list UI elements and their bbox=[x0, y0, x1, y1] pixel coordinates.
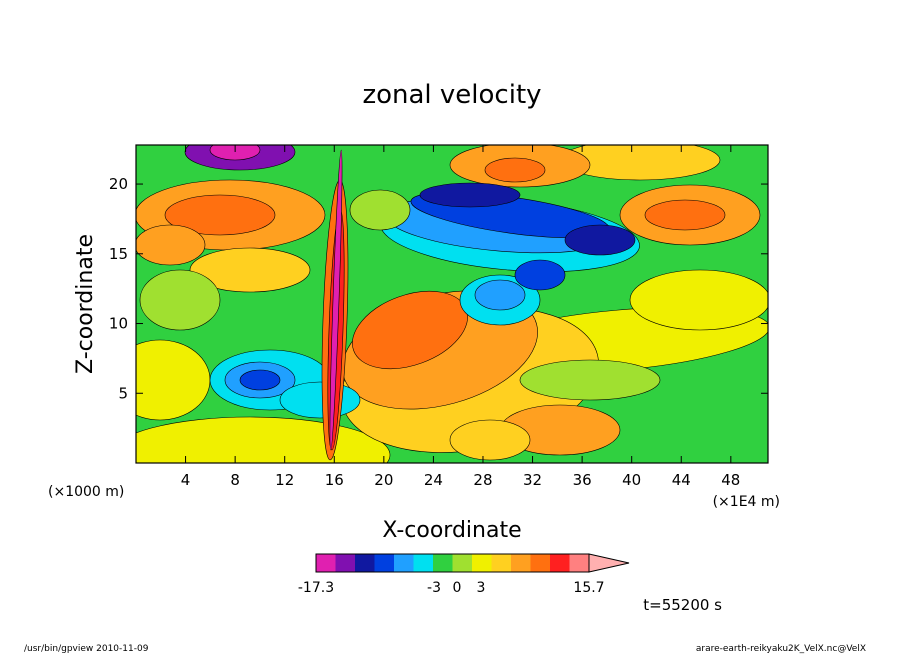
field-contour bbox=[474, 279, 526, 311]
plot-frame bbox=[135, 144, 769, 464]
y-axis-label: Z-coordinate bbox=[73, 234, 98, 374]
field-contour bbox=[189, 247, 311, 293]
y-tick-label: 20 bbox=[109, 175, 128, 193]
x-tick-label: 24 bbox=[424, 471, 443, 489]
field-contour bbox=[329, 149, 343, 451]
colorbar-mid-labels: -3 0 3 bbox=[427, 580, 485, 596]
colorbar-swatch bbox=[316, 554, 336, 572]
field-contour bbox=[519, 359, 661, 401]
colorbar-min-label: -17.3 bbox=[298, 580, 334, 596]
field-contour bbox=[209, 145, 261, 161]
field-contour bbox=[279, 381, 361, 419]
field-contour bbox=[139, 269, 221, 331]
colorbar-swatch bbox=[374, 554, 395, 572]
colorbar-swatch bbox=[433, 554, 453, 572]
colorbar-extend-arrow bbox=[588, 553, 630, 573]
field-contour bbox=[644, 199, 726, 231]
footer-right: arare-earth-reikyaku2K_VelX.nc@VelX bbox=[696, 644, 866, 654]
x-unit-left: (×1000 m) bbox=[48, 484, 124, 500]
field-contour bbox=[564, 224, 636, 256]
chart-title: zonal velocity bbox=[362, 80, 541, 110]
colorbar-max-label: 15.7 bbox=[573, 580, 604, 596]
colorbar-mid-label: 3 bbox=[477, 580, 486, 596]
field-contour bbox=[514, 259, 566, 291]
field-contour bbox=[136, 224, 206, 266]
x-axis-label: X-coordinate bbox=[382, 518, 521, 543]
x-axis-ticks: 4 8 12 16 20 24 28 32 36 40 44 48 bbox=[181, 145, 740, 489]
colorbar-mid-label: -3 bbox=[427, 580, 441, 596]
x-tick-label: 28 bbox=[473, 471, 492, 489]
y-axis-ticks: 5 10 15 20 bbox=[109, 175, 768, 402]
colorbar-swatch bbox=[511, 554, 531, 572]
y-tick-label: 10 bbox=[109, 315, 128, 333]
x-tick-label: 48 bbox=[721, 471, 740, 489]
x-tick-label: 16 bbox=[325, 471, 344, 489]
x-tick-label: 32 bbox=[523, 471, 542, 489]
field-contour bbox=[136, 339, 211, 421]
colorbar-mid-label: 0 bbox=[453, 580, 462, 596]
colorbar bbox=[315, 553, 630, 573]
field-contour bbox=[164, 194, 276, 236]
x-tick-label: 44 bbox=[672, 471, 691, 489]
time-label: t=55200 s bbox=[643, 596, 722, 614]
field-contour bbox=[484, 157, 546, 183]
field-contour bbox=[449, 419, 531, 461]
x-tick-label: 20 bbox=[374, 471, 393, 489]
x-unit-right: (×1E4 m) bbox=[713, 494, 780, 510]
y-tick-label: 15 bbox=[109, 245, 128, 263]
field-contour bbox=[419, 182, 521, 208]
colorbar-swatch bbox=[355, 554, 375, 572]
colorbar-swatch bbox=[335, 554, 356, 572]
colorbar-swatch bbox=[491, 554, 512, 572]
x-tick-label: 36 bbox=[573, 471, 592, 489]
x-tick-label: 4 bbox=[181, 471, 191, 489]
colorbar-swatch bbox=[413, 554, 434, 572]
colorbar-swatch bbox=[569, 554, 590, 572]
colorbar-swatch bbox=[472, 554, 492, 572]
colorbar-swatch bbox=[452, 554, 473, 572]
colorbar-frame bbox=[315, 553, 590, 573]
field-contour bbox=[239, 369, 281, 391]
field-contour bbox=[349, 189, 411, 231]
x-tick-label: 40 bbox=[622, 471, 641, 489]
colorbar-swatch bbox=[530, 554, 551, 572]
field-contour bbox=[629, 269, 768, 331]
y-tick-label: 5 bbox=[118, 384, 128, 402]
colorbar-swatch bbox=[394, 554, 414, 572]
footer-left: /usr/bin/gpview 2010-11-09 bbox=[24, 644, 149, 654]
colorbar-swatch bbox=[550, 554, 570, 572]
plot-area bbox=[136, 145, 768, 463]
field-contour bbox=[136, 416, 391, 463]
x-tick-label: 12 bbox=[275, 471, 294, 489]
x-tick-label: 8 bbox=[230, 471, 240, 489]
